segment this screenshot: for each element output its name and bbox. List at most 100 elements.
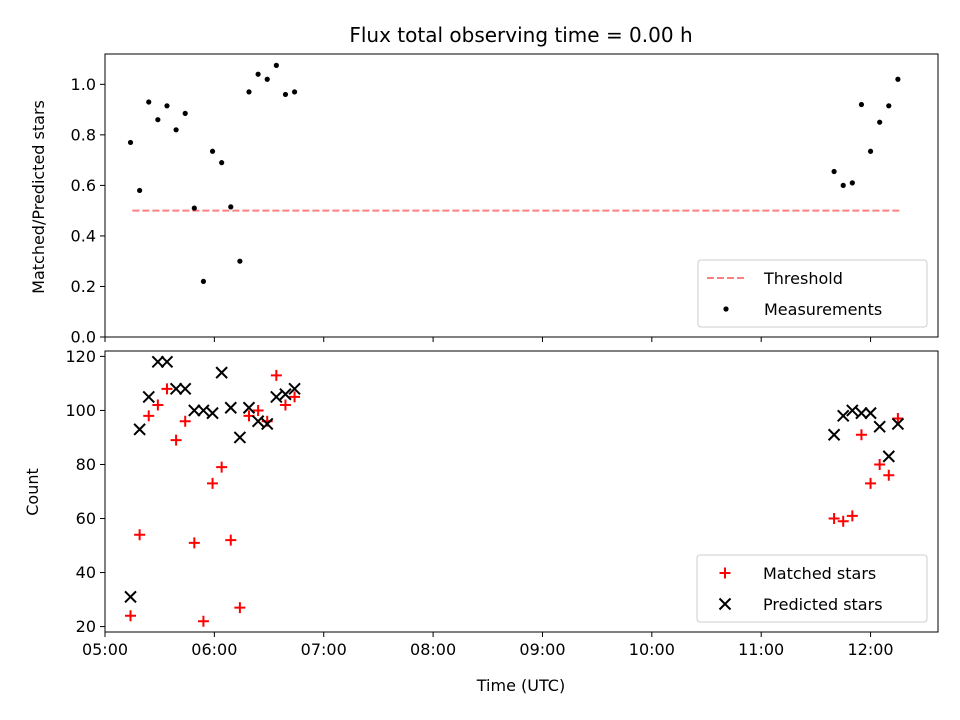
bottom-legend: [696, 554, 928, 623]
bottom-matched-point: [874, 458, 886, 470]
legend-label: Measurements: [764, 300, 882, 319]
bottom-matched-point: [143, 410, 155, 422]
bottom-matched-point: [846, 510, 858, 522]
top-measurement-point: [191, 205, 197, 211]
top-measurement-point: [146, 99, 152, 105]
bottom-matched-point: [828, 513, 840, 525]
bottom-predicted-point: [882, 450, 895, 463]
top-measurement-point: [137, 187, 143, 194]
top-measurement-point: [264, 76, 270, 82]
bottom-predicted-point: [124, 590, 137, 604]
x-axis-label: Time (UTC): [476, 676, 565, 695]
top-y-axis-label: Matched/Predicted stars: [29, 100, 48, 294]
bottom-matched-point: [270, 369, 282, 381]
top-measurement-point: [858, 101, 865, 108]
bottom-y-tick-label: 40: [76, 563, 96, 582]
bottom-predicted-point: [242, 401, 256, 414]
bottom-matched-point: [279, 399, 291, 411]
top-measurement-point: [209, 148, 216, 154]
bottom-matched-point: [234, 602, 246, 614]
bottom-matched-point: [188, 537, 200, 549]
bottom-predicted-point: [224, 401, 237, 414]
top-measurement-point: [291, 89, 298, 95]
bottom-matched-point: [883, 469, 895, 481]
legend-label: Matched stars: [763, 564, 876, 583]
bottom-y-tick-label: 20: [76, 617, 96, 636]
bottom-matched-point: [855, 429, 867, 441]
bottom-predicted-point: [206, 406, 219, 420]
legend-label: Predicted stars: [763, 595, 883, 614]
bottom-predicted-point: [261, 417, 274, 431]
legend-label: Threshold: [763, 269, 843, 288]
bottom-predicted-point: [891, 417, 905, 431]
bottom-matched-point: [125, 610, 137, 622]
top-measurement-point: [255, 71, 261, 77]
top-measurement-point: [164, 103, 170, 109]
bottom-y-tick-label: 80: [76, 455, 96, 474]
bottom-matched-point: [207, 477, 219, 489]
bottom-y-axis-label: Count: [23, 468, 42, 516]
bottom-predicted-point: [215, 366, 228, 379]
bottom-predicted-point: [873, 420, 886, 433]
bottom-matched-point: [161, 383, 173, 395]
bottom-predicted-point: [837, 409, 850, 423]
top-measurement-point: [282, 91, 289, 98]
bottom-axes-frame: [104, 350, 939, 633]
bottom-matched-point: [170, 434, 182, 446]
bottom-predicted-point: [133, 423, 146, 436]
x-tick-label: 09:00: [519, 640, 565, 659]
top-measurement-point: [831, 168, 837, 175]
bottom-predicted-point: [142, 390, 155, 404]
bottom-predicted-point: [178, 382, 192, 396]
bottom-predicted-point: [855, 406, 868, 420]
bottom-predicted-point: [169, 382, 183, 396]
bottom-matched-point: [216, 461, 228, 473]
bottom-predicted-point: [151, 355, 165, 369]
top-measurement-point: [246, 89, 252, 95]
bottom-predicted-point: [251, 415, 265, 428]
top-y-tick-label: 0.4: [71, 226, 96, 245]
top-y-tick-label: 1.0: [71, 75, 96, 94]
bottom-predicted-point: [864, 406, 877, 420]
bottom-y-tick-label: 120: [65, 347, 96, 366]
bottom-y-tick-label: 60: [76, 509, 96, 528]
bottom-matched-point: [289, 391, 301, 403]
x-tick-label: 06:00: [191, 640, 237, 659]
legend-matched-point: [719, 567, 731, 579]
x-tick-label: 07:00: [301, 640, 347, 659]
top-measurement-point: [273, 62, 279, 68]
bottom-predicted-point: [188, 404, 201, 417]
bottom-predicted-point: [233, 431, 247, 444]
bottom-matched-point: [179, 415, 191, 427]
bottom-matched-point: [197, 615, 209, 627]
bottom-predicted-point: [827, 428, 841, 441]
bottom-predicted-point: [846, 404, 859, 417]
top-measurement-point: [895, 76, 901, 82]
ratio-panel: 0.0 0.2 0.4 0.6 0.8 1.0 Threshold Measurements: [71, 53, 939, 347]
top-measurement-point: [228, 204, 234, 210]
count-panel: 20 40 60 80 100 120 05:00 06:00 07:00 08:00 09:00 1…: [65, 347, 939, 659]
bottom-predicted-point: [270, 390, 283, 404]
top-y-tick-label: 0.0: [71, 328, 96, 347]
top-axes-frame: [104, 53, 939, 338]
bottom-matched-point: [865, 477, 877, 489]
x-tick-label: 08:00: [410, 640, 456, 659]
top-measurement-point: [849, 180, 855, 186]
x-tick-label: 10:00: [629, 640, 675, 659]
top-measurement-point: [155, 117, 161, 123]
top-measurement-point: [127, 139, 134, 146]
bottom-y-tick-label: 100: [65, 401, 96, 420]
bottom-matched-point: [134, 529, 146, 541]
top-y-tick-label: 0.6: [71, 176, 96, 195]
top-y-tick-label: 0.2: [71, 277, 96, 296]
bottom-predicted-point: [288, 382, 301, 396]
top-y-tick-label: 0.8: [71, 125, 96, 144]
bottom-predicted-point: [197, 404, 210, 417]
bottom-matched-point: [152, 399, 164, 411]
x-tick-label: 05:00: [82, 640, 128, 659]
bottom-matched-point: [837, 515, 849, 527]
bottom-predicted-point: [279, 388, 292, 401]
top-measurement-point: [173, 127, 179, 133]
top-measurement-point: [886, 103, 892, 109]
